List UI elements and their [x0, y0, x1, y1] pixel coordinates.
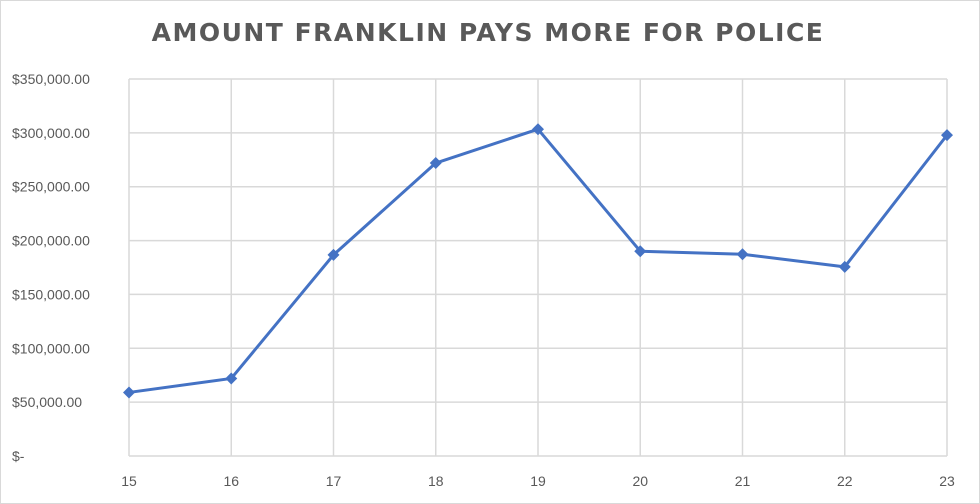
y-tick-label: $150,000.00 — [12, 286, 90, 302]
y-tick-label: $350,000.00 — [12, 71, 90, 87]
x-tick-label: 19 — [530, 473, 546, 489]
y-tick-label: $300,000.00 — [12, 125, 90, 141]
x-tick-label: 23 — [939, 473, 955, 489]
x-tick-label: 17 — [326, 473, 342, 489]
data-point-marker — [941, 129, 953, 142]
data-point-marker — [634, 245, 647, 258]
x-tick-label: 21 — [735, 473, 751, 489]
chart-title: AMOUNT FRANKLIN PAYS MORE FOR POLICE — [151, 18, 825, 47]
y-tick-label: $200,000.00 — [12, 233, 90, 249]
data-point-marker — [123, 386, 135, 399]
data-point-marker — [736, 248, 749, 261]
y-tick-label: $100,000.00 — [12, 340, 90, 356]
x-tick-label: 16 — [223, 473, 239, 489]
y-tick-label: $50,000.00 — [12, 394, 82, 410]
data-point-marker — [838, 260, 851, 273]
y-tick-label: $250,000.00 — [12, 179, 90, 195]
x-tick-label: 22 — [837, 473, 853, 489]
data-point-marker — [532, 123, 544, 136]
data-point-marker — [327, 248, 340, 261]
x-tick-label: 20 — [632, 473, 648, 489]
x-tick-label: 18 — [428, 473, 444, 489]
x-tick-label: 15 — [121, 473, 137, 489]
y-tick-label: $- — [12, 448, 25, 464]
data-point-marker — [225, 372, 238, 385]
data-point-marker — [429, 157, 442, 170]
